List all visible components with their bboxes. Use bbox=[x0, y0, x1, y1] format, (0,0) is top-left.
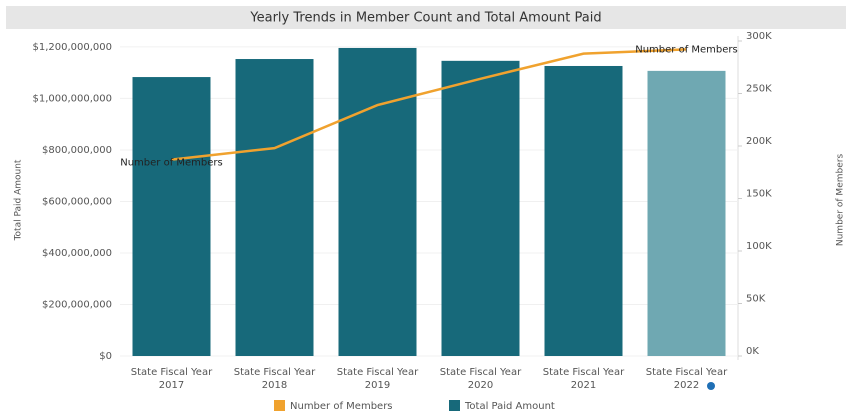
info-icon bbox=[707, 382, 715, 390]
bar bbox=[647, 70, 726, 356]
y2-tick-label: 50K bbox=[746, 294, 766, 305]
y2-tick-label: 300K bbox=[746, 31, 772, 42]
legend-label: Total Paid Amount bbox=[464, 401, 555, 412]
bar bbox=[235, 59, 314, 357]
legend-swatch bbox=[449, 400, 460, 411]
bar bbox=[441, 60, 520, 357]
y-tick-label: $1,200,000,000 bbox=[32, 42, 112, 53]
y2-tick-label: 150K bbox=[746, 189, 772, 200]
y2-tick-label: 100K bbox=[746, 241, 772, 252]
x-tick-label: State Fiscal Year 2017 bbox=[130, 367, 213, 391]
y-axis-label: Total Paid Amount bbox=[14, 159, 24, 241]
x-tick-label: State Fiscal Year 2019 bbox=[336, 367, 419, 391]
line-label: Number of Members bbox=[120, 158, 223, 169]
y-tick-label: $600,000,000 bbox=[42, 196, 112, 207]
title-bar bbox=[6, 6, 846, 29]
y2-tick-label: 250K bbox=[746, 84, 772, 95]
x-tick-label: State Fiscal Year 2020 bbox=[439, 367, 522, 391]
bar bbox=[544, 65, 623, 357]
legend-swatch bbox=[274, 400, 285, 411]
y2-tick-label: 0K bbox=[746, 346, 759, 357]
y-tick-label: $800,000,000 bbox=[42, 145, 112, 156]
x-tick-label: State Fiscal Year 2021 bbox=[542, 367, 625, 391]
bar bbox=[338, 47, 417, 356]
x-tick-label: State Fiscal Year 2022 bbox=[645, 367, 728, 391]
chart-title: Yearly Trends in Member Count and Total … bbox=[249, 11, 601, 26]
y-tick-label: $200,000,000 bbox=[42, 299, 112, 310]
y-tick-label: $1,000,000,000 bbox=[32, 93, 112, 104]
line bbox=[171, 48, 687, 161]
line-label: Number of Members bbox=[635, 44, 738, 55]
x-tick-label: State Fiscal Year 2018 bbox=[233, 367, 316, 391]
y2-tick-label: 200K bbox=[746, 136, 772, 147]
bar bbox=[132, 77, 211, 356]
y-tick-label: $0 bbox=[99, 351, 112, 362]
y2-axis-label: Number of Members bbox=[836, 154, 846, 247]
y-tick-label: $400,000,000 bbox=[42, 248, 112, 259]
legend-label: Number of Members bbox=[290, 401, 393, 412]
